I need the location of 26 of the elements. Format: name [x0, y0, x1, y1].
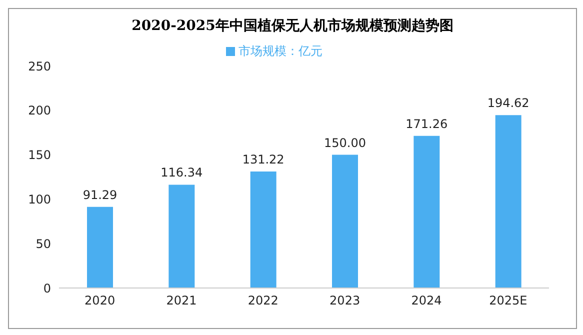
y-tick-label: 0 — [43, 281, 51, 296]
text: 91.29 — [82, 188, 118, 202]
x-tick-label: 2025E — [489, 294, 528, 308]
y-tick-label: 100 — [28, 192, 51, 206]
text: 116.34 — [160, 166, 203, 180]
bar — [168, 184, 195, 288]
text: 171.26 — [406, 116, 448, 131]
text: 150.00 — [324, 136, 366, 150]
y-tick-label: 50 — [36, 236, 51, 251]
bar — [332, 154, 358, 288]
x-tick-label: 2021 — [166, 294, 197, 308]
text: 194.62 — [487, 96, 530, 110]
chart-title: 2020-2025年中国植保无人机市场规模预测趋势图 — [130, 17, 454, 35]
legend-label: 市场规模：亿元 — [238, 44, 322, 58]
bar — [87, 206, 113, 288]
bar — [495, 115, 522, 288]
x-tick-label: 2022 — [248, 294, 278, 308]
y-tick-label: 200 — [28, 104, 51, 118]
x-tick-label: 2023 — [330, 294, 360, 308]
x-tick-label: 2024 — [411, 294, 442, 308]
text: 131.22 — [242, 152, 284, 166]
y-tick-label: 150 — [28, 148, 51, 162]
bar — [250, 171, 276, 288]
y-tick-label: 250 — [28, 59, 51, 74]
x-tick-label: 2020 — [84, 294, 116, 308]
bar — [414, 136, 440, 288]
